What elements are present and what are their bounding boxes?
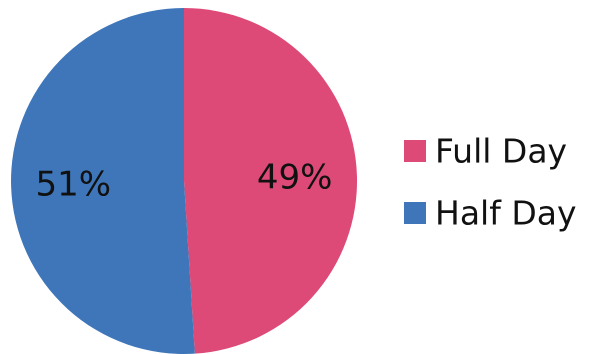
pie-slice-half-day <box>11 8 195 354</box>
pie-data-labels: 49% 51% <box>36 158 333 205</box>
legend-swatch-full-day <box>404 140 426 162</box>
legend-swatch-half-day <box>404 202 426 224</box>
pie-slice-full-day <box>184 7 358 354</box>
legend-label-full-day: Full Day <box>435 132 567 171</box>
data-label-half-day: 51% <box>36 165 112 205</box>
data-label-full-day: 49% <box>257 158 333 198</box>
legend-label-half-day: Half Day <box>435 194 576 233</box>
legend: Full Day Half Day <box>404 132 576 233</box>
pie-slices <box>11 7 358 354</box>
